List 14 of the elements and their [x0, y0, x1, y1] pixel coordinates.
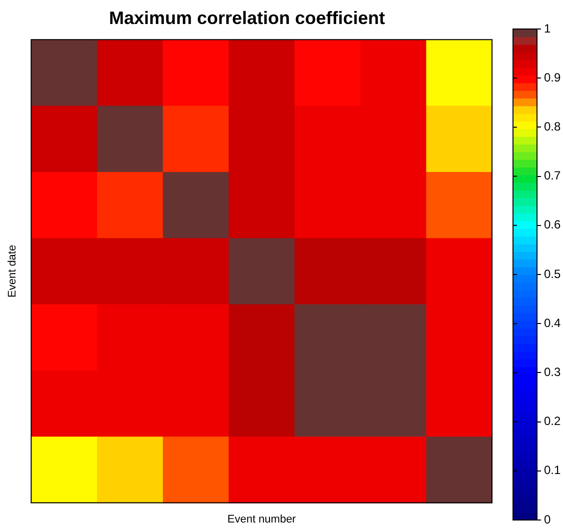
color-bar-label: 0.1	[544, 463, 562, 478]
color-bar-label: 0.8	[544, 120, 562, 134]
color-bar-label: 1	[544, 21, 551, 36]
color-bar-label: 0.2	[544, 414, 562, 428]
color-bar-label: 0.6	[544, 218, 562, 232]
chart-title: Maximum correlation coefficient	[108, 8, 386, 28]
color-bar-label: 0.5	[544, 266, 562, 281]
color-bar-label: 0.4	[544, 316, 562, 330]
color-bar-label: 0	[544, 512, 551, 526]
y-axis-title: Event date	[6, 244, 19, 298]
color-bar-label: 0.7	[544, 168, 562, 183]
color-bar-label: 0.9	[544, 70, 562, 84]
color-bar-label: 0.3	[544, 365, 562, 380]
x-axis-title: Event number	[227, 513, 296, 526]
